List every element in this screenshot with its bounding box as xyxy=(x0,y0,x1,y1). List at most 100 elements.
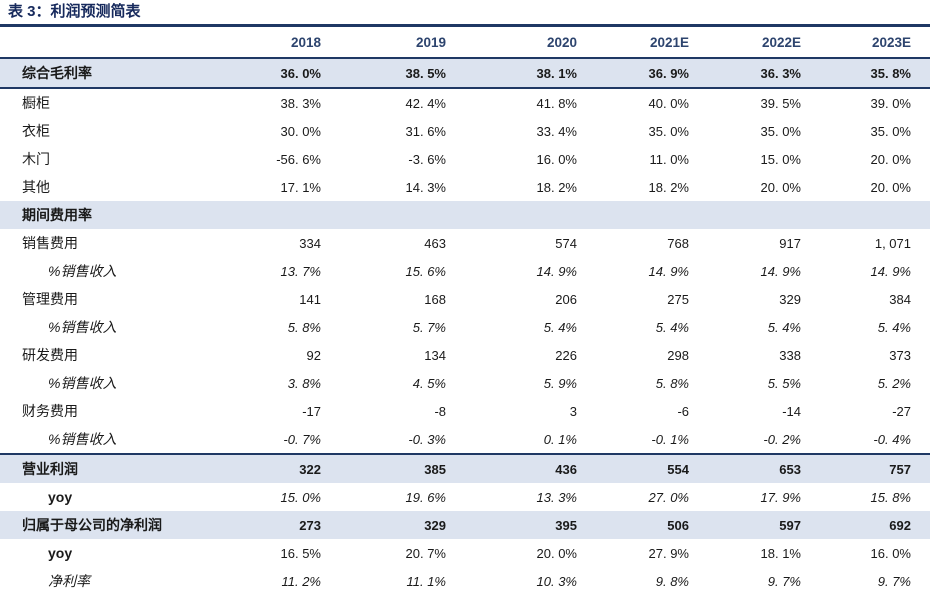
profit-forecast-table: 2018 2019 2020 2021E 2022E 2023E 综合毛利率 36. 0% 3… xyxy=(0,27,930,595)
cell-value: 14. 9% xyxy=(648,263,689,279)
cell-value: 36. 0% xyxy=(208,58,333,89)
cell-value: 33. 4% xyxy=(536,123,577,139)
table-row: 管理费用 141 168 206 275 329 384 xyxy=(0,285,930,313)
cell-value: 329 xyxy=(779,291,801,307)
cell-value: 168 xyxy=(424,291,446,307)
cell-value: 30. 0% xyxy=(280,123,321,139)
table-row: 净利率 11. 2% 11. 1% 10. 3% 9. 8% 9. 7% 9. 7% xyxy=(0,567,930,595)
cell-value: 41. 8% xyxy=(536,95,577,111)
cell-value: 18. 1% xyxy=(760,545,801,561)
cell-value: 11. 0% xyxy=(649,151,689,167)
cell-value: 554 xyxy=(589,453,701,483)
cell-value: 27. 9% xyxy=(648,545,689,561)
cell-value: 18. 2% xyxy=(648,179,689,195)
cell-value: 10. 3% xyxy=(536,573,577,589)
cell-value: 14. 3% xyxy=(405,179,446,195)
table-row: %销售收入 3. 8% 4. 5% 5. 9% 5. 8% 5. 5% 5. 2% xyxy=(0,369,930,397)
cell-value: 17. 1% xyxy=(280,179,321,195)
table-row: 销售费用 334 463 574 768 917 1, 071 xyxy=(0,229,930,257)
table-row: 衣柜 30. 0% 31. 6% 33. 4% 35. 0% 35. 0% 35. 0% xyxy=(0,117,930,145)
cell-value: 506 xyxy=(589,511,701,539)
cell-value: -3. 6% xyxy=(408,151,446,167)
cell-value: -8 xyxy=(434,403,446,419)
cell-value: 16. 0% xyxy=(536,151,577,167)
cell-value: 39. 0% xyxy=(870,95,911,111)
cell-value: 9. 7% xyxy=(877,573,911,589)
cell-value: 5. 5% xyxy=(767,375,801,391)
cell-value: 395 xyxy=(458,511,589,539)
cell-value: 275 xyxy=(667,291,689,307)
cell-value: -56. 6% xyxy=(276,151,321,167)
cell-value: 9. 8% xyxy=(655,573,689,589)
cell-value: 42. 4% xyxy=(405,95,446,111)
cell-value: 31. 6% xyxy=(405,123,446,139)
row-label: 期间费用率 xyxy=(0,201,208,229)
row-label: 归属于母公司的净利润 xyxy=(0,511,208,539)
row-label: 综合毛利率 xyxy=(0,58,208,89)
cell-value: -27 xyxy=(892,403,911,419)
cell-value: 16. 0% xyxy=(870,545,911,561)
column-header: 2020 xyxy=(458,27,589,59)
cell-value: 14. 9% xyxy=(870,263,911,279)
cell-value: 13. 3% xyxy=(536,489,577,505)
table-body: 综合毛利率 36. 0% 38. 5% 38. 1% 36. 9% 36. 3% 35. 8… xyxy=(0,58,930,595)
cell-value: -17 xyxy=(302,403,321,419)
cell-value: 329 xyxy=(333,511,458,539)
cell-value: 141 xyxy=(299,291,321,307)
cell-value xyxy=(589,201,701,229)
cell-value: 463 xyxy=(424,235,446,251)
header-label-spacer xyxy=(0,27,208,59)
cell-value: 385 xyxy=(333,453,458,483)
cell-value xyxy=(701,201,813,229)
row-label: 销售费用 xyxy=(22,235,78,251)
cell-value: 11. 2% xyxy=(281,573,321,589)
cell-value: 15. 6% xyxy=(405,263,446,279)
cell-value: 5. 2% xyxy=(877,375,911,391)
cell-value: 298 xyxy=(667,347,689,363)
table-row: yoy 15. 0% 19. 6% 13. 3% 27. 0% 17. 9% 15. 8% xyxy=(0,483,930,511)
cell-value: 11. 1% xyxy=(406,573,446,589)
column-header: 2021E xyxy=(589,27,701,59)
cell-value: 20. 0% xyxy=(760,179,801,195)
cell-value: 4. 5% xyxy=(412,375,446,391)
table-row: 综合毛利率 36. 0% 38. 5% 38. 1% 36. 9% 36. 3% 35. 8… xyxy=(0,58,930,89)
cell-value: 5. 8% xyxy=(287,319,321,335)
cell-value: 3 xyxy=(569,403,577,419)
cell-value: 134 xyxy=(424,347,446,363)
cell-value: 9. 7% xyxy=(767,573,801,589)
cell-value: 273 xyxy=(208,511,333,539)
cell-value: 373 xyxy=(889,347,911,363)
cell-value: 692 xyxy=(813,511,930,539)
cell-value: 917 xyxy=(779,235,801,251)
cell-value: 14. 9% xyxy=(760,263,801,279)
table-row: %销售收入 5. 8% 5. 7% 5. 4% 5. 4% 5. 4% 5. 4% xyxy=(0,313,930,341)
cell-value: 5. 9% xyxy=(543,375,577,391)
cell-value: 35. 8% xyxy=(813,58,930,89)
cell-value: 322 xyxy=(208,453,333,483)
row-label: 研发费用 xyxy=(22,347,78,363)
cell-value: 20. 0% xyxy=(870,151,911,167)
cell-value: 5. 7% xyxy=(412,319,446,335)
header-row: 2018 2019 2020 2021E 2022E 2023E xyxy=(0,27,930,59)
cell-value: 36. 3% xyxy=(701,58,813,89)
cell-value: 653 xyxy=(701,453,813,483)
cell-value: 20. 0% xyxy=(870,179,911,195)
cell-value: 35. 0% xyxy=(760,123,801,139)
row-label: %销售收入 xyxy=(48,319,117,335)
table-row: yoy 16. 5% 20. 7% 20. 0% 27. 9% 18. 1% 16. 0% xyxy=(0,539,930,567)
row-label: 木门 xyxy=(22,151,50,167)
column-header: 2019 xyxy=(333,27,458,59)
cell-value: 13. 7% xyxy=(280,263,321,279)
cell-value: 15. 8% xyxy=(870,489,911,505)
table-header: 2018 2019 2020 2021E 2022E 2023E xyxy=(0,27,930,59)
cell-value: 16. 5% xyxy=(280,545,321,561)
cell-value: 36. 9% xyxy=(589,58,701,89)
cell-value xyxy=(458,201,589,229)
row-label: 管理费用 xyxy=(22,291,78,307)
cell-value xyxy=(333,201,458,229)
cell-value: 20. 0% xyxy=(536,545,577,561)
cell-value: 0. 1% xyxy=(543,431,577,447)
cell-value: 338 xyxy=(779,347,801,363)
table-row: 木门 -56. 6% -3. 6% 16. 0% 11. 0% 15. 0% 20. 0% xyxy=(0,145,930,173)
cell-value: 226 xyxy=(555,347,577,363)
